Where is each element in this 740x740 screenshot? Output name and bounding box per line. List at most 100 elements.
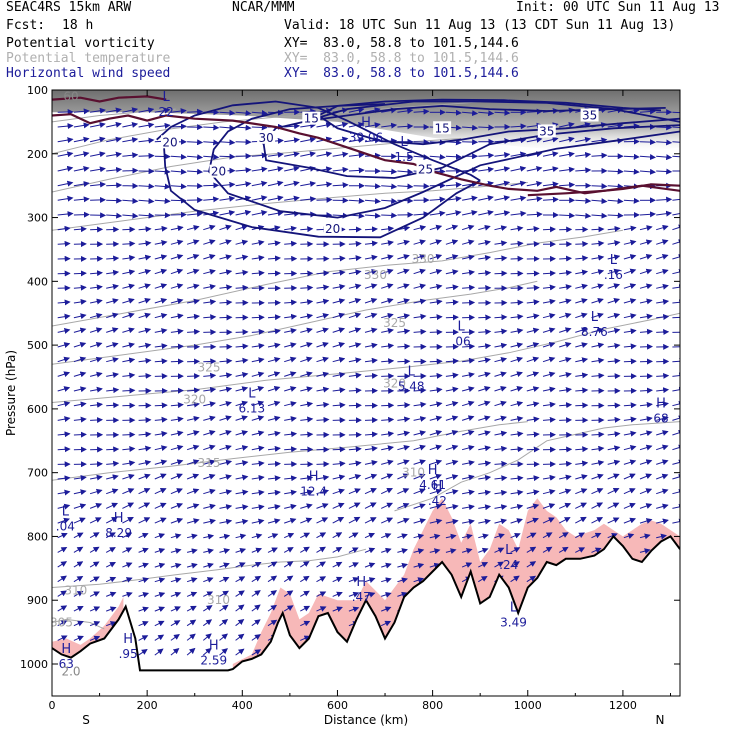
- wind-arrow-1100: [186, 518, 200, 525]
- wind-arrow-844: [461, 415, 475, 422]
- wind-arrow-896: [672, 429, 680, 436]
- wind-arrow-1269: [186, 591, 198, 598]
- wind-arrow-946: [219, 459, 233, 466]
- wind-arrow-422: [575, 255, 589, 262]
- wind-arrow-707: [138, 372, 152, 379]
- wind-arrow-388: [656, 239, 669, 245]
- wind-arrow-375: [445, 239, 459, 246]
- wind-arrow-428: [672, 254, 680, 260]
- wind-arrow-546: [57, 313, 71, 320]
- y-tick-label-500: 500: [27, 339, 48, 352]
- wind-arrow-505: [656, 283, 669, 290]
- wind-arrow-900: [106, 446, 120, 453]
- wind-arrow-1176: [170, 548, 182, 554]
- wind-arrow-1171: [89, 546, 100, 553]
- wind-arrow-801: [397, 402, 411, 409]
- wind-arrow-202: [170, 183, 187, 190]
- wind-arrow-326: [284, 225, 297, 232]
- wind-arrow-728: [478, 371, 491, 378]
- wind-arrow-271: [656, 196, 673, 203]
- wind-arrow-1277: [316, 591, 327, 597]
- wind-arrow-1042: [510, 489, 524, 496]
- wind-arrow-1025: [235, 489, 249, 496]
- wind-arrow-655: [559, 342, 572, 348]
- wind-arrow-190: [607, 168, 624, 175]
- wind-arrow-873: [300, 431, 314, 438]
- wind-arrow-310: [656, 210, 673, 217]
- wind-arrow-815: [623, 402, 637, 409]
- wind-arrow-561: [300, 313, 314, 320]
- wind-arrow-985: [219, 474, 232, 481]
- wind-arrow-748: [170, 387, 184, 394]
- wind-arrow-1078: [462, 504, 475, 511]
- wind-arrow-301: [510, 210, 527, 217]
- wind-arrow-1305: [89, 621, 101, 627]
- wind-arrow-143: [478, 152, 495, 159]
- wind-arrow-1298: [316, 606, 327, 612]
- wind-arrow-621: [639, 328, 653, 335]
- wind-arrow-414: [445, 254, 459, 260]
- wind-arrow-925: [510, 446, 524, 453]
- wind-arrow-710: [187, 373, 201, 380]
- wind-arrow-593: [187, 328, 201, 335]
- wind-arrow-223: [510, 180, 527, 187]
- wind-arrow-132: [300, 151, 316, 158]
- wind-arrow-810: [542, 401, 556, 408]
- wind-arrow-1052: [672, 489, 680, 495]
- wind-arrow-1218: [283, 561, 294, 568]
- wind-arrow-1122: [542, 517, 555, 524]
- wind-arrow-81: [106, 136, 122, 143]
- wind-arrow-1014: [57, 489, 71, 496]
- wind-arrow-1038: [445, 489, 459, 495]
- wind-arrow-589: [122, 327, 135, 334]
- wind-arrow-916: [364, 445, 378, 452]
- wind-arrow-845: [478, 415, 491, 422]
- wind-arrow-410: [381, 254, 394, 261]
- wind-arrow-1011: [639, 473, 653, 480]
- wind-arrow-1087: [607, 502, 620, 509]
- wind-arrow-1043: [526, 489, 540, 496]
- wind-arrow-1283: [57, 605, 68, 612]
- wind-arrow-281: [187, 211, 203, 217]
- wind-arrow-1017: [106, 488, 119, 495]
- wind-arrow-1131: [57, 532, 68, 539]
- wind-arrow-417: [494, 255, 508, 262]
- wind-arrow-177: [397, 168, 414, 175]
- wind-arrow-975: [57, 475, 71, 482]
- wind-arrow-652: [510, 342, 524, 349]
- wind-arrow-920: [429, 444, 443, 451]
- wind-speed-label-5: 30: [258, 131, 273, 145]
- wind-arrow-931: [607, 445, 621, 452]
- wind-arrow-956: [381, 459, 394, 466]
- wind-arrow-1243: [219, 576, 230, 583]
- wind-arrow-688: [462, 357, 475, 364]
- wind-arrow-1304: [73, 620, 84, 627]
- wind-arrow-1079: [478, 504, 492, 511]
- wind-arrow-1045: [559, 488, 572, 495]
- wind-arrow-1164: [591, 532, 602, 539]
- wind-arrow-1098: [154, 517, 167, 524]
- wind-arrow-349: [656, 224, 669, 231]
- wind-arrow-50: [235, 124, 252, 131]
- wind-arrow-535: [510, 299, 524, 306]
- wind-arrow-1155: [445, 533, 457, 540]
- wind-arrow-722: [381, 373, 395, 380]
- wind-arrow-215: [381, 183, 398, 190]
- wind-arrow-625: [73, 341, 87, 348]
- wind-speed-label-8: 15: [434, 121, 449, 135]
- wind-arrow-51: [251, 124, 268, 131]
- wind-arrow-100: [413, 139, 430, 146]
- wind-arrow-427: [656, 253, 669, 260]
- wind-arrow-130: [267, 151, 284, 158]
- wind-arrow-753: [251, 386, 265, 392]
- wind-arrow-735: [591, 372, 605, 379]
- wind-arrow-559: [267, 314, 281, 321]
- wind-arrow-474: [154, 283, 168, 289]
- wind-arrow-250: [316, 196, 333, 203]
- wind-arrow-476: [186, 283, 200, 290]
- wind-arrow-980: [138, 473, 151, 480]
- wind-arrow-545: [672, 299, 680, 306]
- wind-arrow-320: [186, 224, 200, 231]
- wind-arrow-192: [639, 168, 656, 175]
- wind-arrow-1118: [478, 518, 491, 525]
